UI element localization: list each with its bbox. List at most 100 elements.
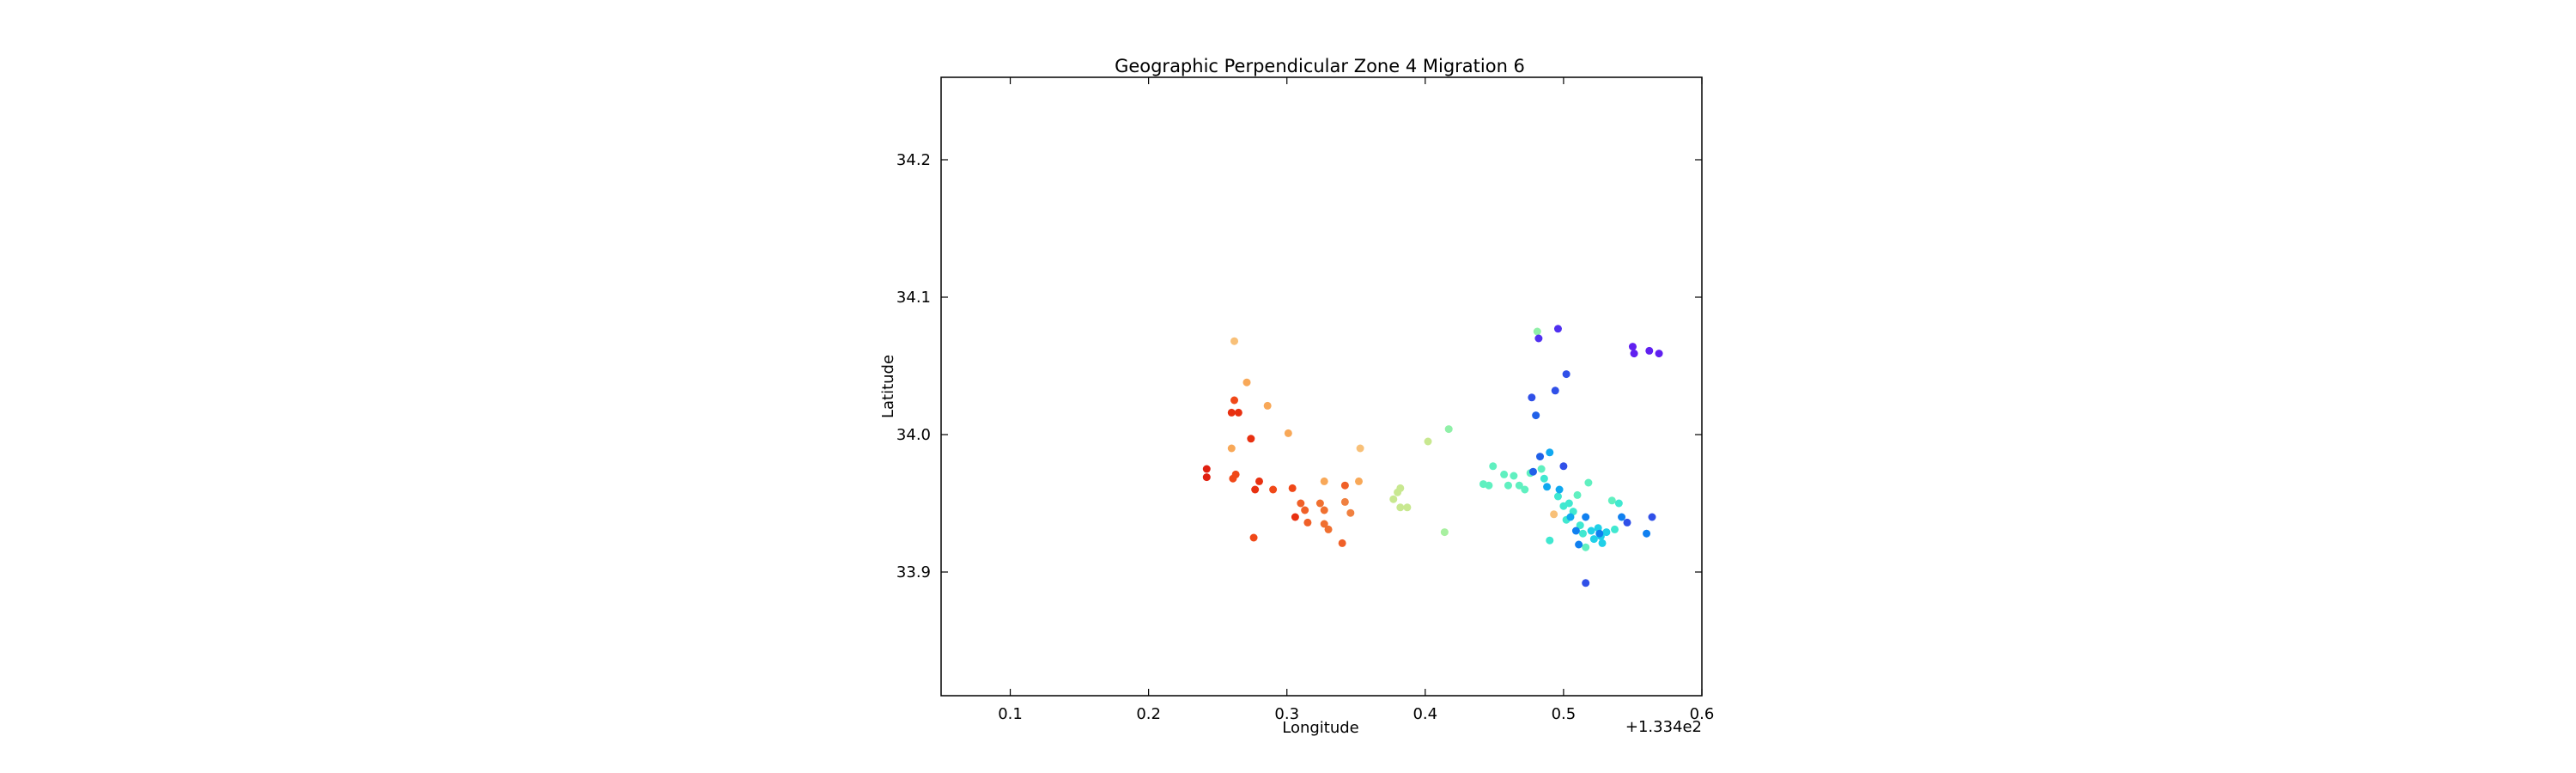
y-tick-label: 34.2 [896,151,931,169]
data-point [1396,484,1405,492]
data-point [1589,535,1598,544]
x-tick-label: 0.4 [1413,705,1437,723]
data-point [1533,327,1541,336]
data-point [1543,483,1552,491]
data-point [1291,513,1299,521]
x-tick-label: 0.3 [1274,705,1299,723]
data-point [1573,490,1582,499]
data-point [1521,485,1529,494]
data-point [1227,408,1236,417]
y-tick-label: 34.0 [896,426,931,444]
data-point [1230,337,1239,345]
data-points [1202,325,1663,587]
data-point [1571,526,1580,535]
data-point [1628,343,1637,351]
data-point [1356,444,1364,453]
data-point [1602,528,1611,537]
data-point [1562,370,1571,379]
data-point [1255,477,1264,485]
y-axis-ticks: 33.9 34.0 34.1 34.2 [896,151,1702,581]
data-point [1614,499,1623,508]
data-point [1564,499,1573,508]
data-point [1643,529,1651,538]
data-point [1528,467,1537,476]
data-point [1485,481,1493,490]
x-axis-label: Longitude [1282,719,1359,737]
data-point [1553,325,1562,333]
data-point [1551,386,1559,395]
data-point [1559,462,1568,471]
data-point [1575,540,1583,549]
data-point [1598,539,1607,547]
data-point [1247,435,1255,443]
data-point [1301,506,1309,514]
y-tick-label: 33.9 [896,563,931,581]
data-point [1655,350,1663,358]
data-point [1230,396,1239,405]
data-point [1202,465,1211,473]
data-point [1584,478,1593,487]
data-point [1227,444,1236,453]
data-point [1532,411,1540,420]
data-point [1320,477,1328,485]
data-point [1528,393,1536,402]
data-point [1534,334,1543,343]
data-point [1440,528,1449,537]
x-tick-label: 0.5 [1552,705,1577,723]
data-point [1269,485,1278,494]
data-point [1297,499,1305,508]
data-point [1354,477,1363,485]
chart-title: Geographic Perpendicular Zone 4 Migratio… [1115,56,1525,76]
data-point [1555,485,1564,494]
data-point [1444,425,1453,434]
x-tick-label: 0.6 [1690,705,1715,723]
data-point [1284,429,1292,437]
data-point [1587,526,1595,535]
data-point [1500,470,1509,478]
data-point [1263,401,1272,410]
x-tick-label: 0.1 [998,705,1023,723]
data-point [1566,513,1575,521]
plot-frame [940,76,1703,697]
data-point [1515,481,1523,490]
data-point [1582,543,1590,551]
data-point [1578,529,1587,538]
data-point [1251,485,1260,494]
data-point [1645,346,1654,355]
data-point [1540,474,1548,483]
data-point [1504,481,1512,490]
data-point [1607,496,1616,505]
data-point [1546,448,1554,457]
data-point [1582,513,1590,521]
data-point [1648,513,1656,521]
data-point [1553,492,1562,501]
data-point [1202,473,1211,482]
y-axis-label: Latitude [879,355,897,418]
x-axis-ticks: 0.1 0.2 0.3 0.4 0.5 0.6 [998,77,1714,723]
data-point [1550,510,1558,519]
data-point [1424,437,1432,446]
data-point [1320,520,1328,528]
data-point [1630,350,1638,358]
x-axis-offset-label: +1.334e2 [1625,718,1702,736]
data-point [1338,539,1346,547]
data-point [1231,470,1240,478]
data-point [1546,536,1554,545]
data-point [1389,495,1398,503]
data-point [1249,533,1258,542]
data-point [1288,484,1297,492]
data-point [1510,472,1518,480]
data-point [1623,518,1631,526]
data-point [1324,525,1333,533]
data-point [1403,503,1412,512]
data-point [1536,453,1545,461]
data-point [1320,506,1328,514]
data-point [1489,462,1498,471]
data-point [1340,497,1349,506]
data-point [1340,481,1349,490]
y-tick-label: 34.1 [896,289,931,307]
data-point [1611,525,1619,533]
data-point [1315,499,1324,508]
data-point [1537,465,1546,473]
